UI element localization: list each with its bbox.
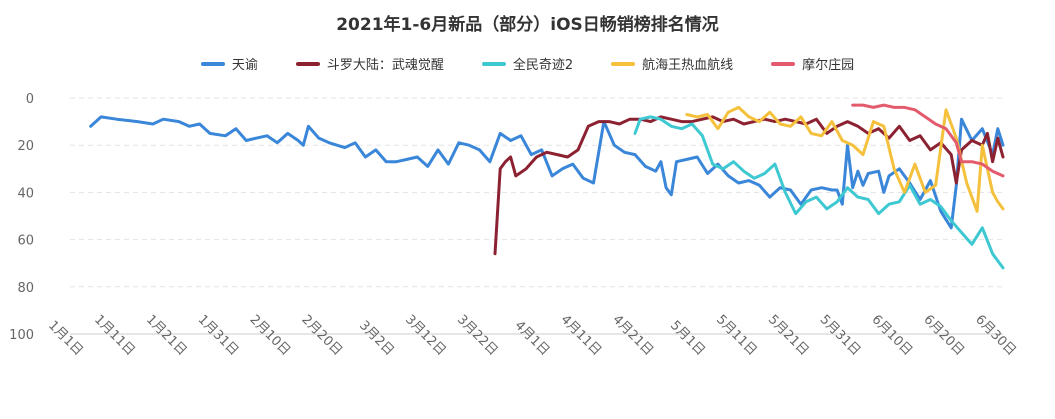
x-tick-label: 5月21日 — [765, 312, 812, 359]
x-tick-label: 1月11日 — [91, 312, 138, 359]
x-tick-label: 2月10日 — [247, 312, 294, 359]
y-tick-label: 0 — [26, 92, 34, 107]
legend-item-2[interactable]: 斗罗大陆：武魂觉醒 — [295, 54, 444, 73]
x-tick-label: 3月22日 — [454, 312, 501, 359]
legend-label: 全民奇迹2 — [512, 58, 574, 73]
legend-item-1[interactable]: 天谕 — [200, 54, 258, 73]
series-lines — [89, 103, 1005, 270]
x-tick-label: 2月20日 — [298, 312, 345, 359]
series-line-5 — [851, 103, 1005, 178]
x-tick-label: 3月12日 — [402, 312, 449, 359]
legend-swatch — [771, 61, 796, 66]
series-line-4 — [685, 105, 1005, 213]
x-tick-label: 1月31日 — [195, 312, 242, 359]
x-tick-label: 5月1日 — [667, 318, 708, 359]
x-tick-label: 4月1日 — [512, 318, 553, 359]
y-tick-label: 80 — [17, 281, 34, 296]
x-tick-label: 6月30日 — [972, 312, 1019, 359]
legend: 天谕 斗罗大陆：武魂觉醒 全民奇迹2 航海王热血航线 摩尔庄园 — [0, 54, 1055, 73]
x-tick-label: 1月21日 — [143, 312, 190, 359]
legend-item-5[interactable]: 摩尔庄园 — [771, 54, 854, 73]
y-tick-label: 60 — [17, 234, 34, 249]
x-tick-label: 5月31日 — [817, 312, 864, 359]
x-tick-label: 6月10日 — [869, 312, 916, 359]
legend-swatch — [200, 61, 225, 66]
y-tick-label: 40 — [17, 186, 34, 201]
legend-label: 摩尔庄园 — [802, 58, 855, 73]
legend-label: 天谕 — [231, 58, 258, 73]
chart-title: 2021年1-6月新品（部分）iOS日畅销榜排名情况 — [336, 15, 719, 35]
x-tick-label: 4月11日 — [558, 312, 605, 359]
legend-swatch — [611, 61, 636, 66]
x-tick-label: 4月21日 — [609, 312, 656, 359]
y-tick-label: 100 — [9, 328, 34, 343]
legend-swatch — [295, 61, 320, 66]
x-tick-label: 5月11日 — [713, 312, 760, 359]
y-tick-label: 20 — [17, 139, 34, 154]
legend-label: 斗罗大陆：武魂觉醒 — [326, 58, 444, 73]
x-tick-label: 3月2日 — [356, 318, 397, 359]
legend-swatch — [481, 61, 506, 66]
legend-item-3[interactable]: 全民奇迹2 — [481, 54, 574, 73]
x-tick-label: 6月20日 — [920, 312, 967, 359]
x-tick-label: 1月1日 — [45, 318, 86, 359]
legend-item-4[interactable]: 航海王热血航线 — [611, 54, 733, 73]
series-line-3 — [633, 115, 1005, 270]
legend-label: 航海王热血航线 — [642, 58, 734, 73]
